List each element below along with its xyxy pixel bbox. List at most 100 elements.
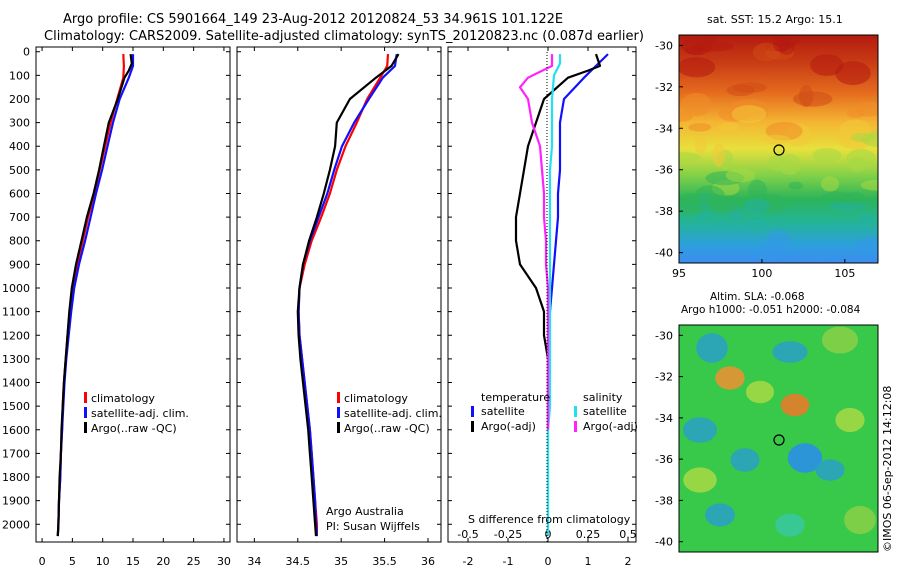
sst-lat-label: -38: [655, 205, 673, 218]
sst-lon-label: 105: [834, 267, 855, 280]
sst-map-title: sat. SST: 15.2 Argo: 15.1: [707, 13, 843, 26]
legend-swatch-satellite: [84, 407, 87, 418]
legend-label-argo: Argo(..raw -QC): [344, 422, 430, 435]
legend-swatch-sal-argo: [574, 421, 577, 432]
sla-heatmap: [679, 325, 878, 552]
sst-lon-label: 100: [751, 267, 772, 280]
legend-swatch-satellite: [337, 407, 340, 418]
sla-texture-blob: [730, 448, 760, 472]
sst-texture-blob: [835, 61, 871, 86]
sst-texture-blob: [810, 54, 844, 76]
sla-texture-blob: [696, 333, 728, 363]
top-x-tick-label: -0.25: [494, 528, 522, 541]
legend-swatch-temp-satellite: [471, 406, 474, 417]
legend-swatch-argo: [84, 422, 87, 433]
x-tick-label: 2: [625, 555, 632, 568]
x-tick-label: 34: [247, 555, 261, 568]
depth-tick-label: 100: [9, 69, 30, 82]
sst-texture-blob: [820, 176, 840, 192]
x-tick-label: 35.5: [372, 555, 397, 568]
depth-tick-label: 200: [9, 93, 30, 106]
map-axis-ticks: -30 -32 -34 -36 -38 -40 95 100 105 -30 -32 -34 -36 -3…: [655, 39, 855, 548]
top-x-tick-label: 0.5: [619, 528, 637, 541]
temperature-panel-frame: [35, 46, 231, 543]
header-title-line2: Climatology: CARS2009. Satellite-adjuste…: [44, 29, 644, 44]
sst-texture-blob: [860, 212, 875, 224]
sla-lat-label: -30: [655, 329, 673, 342]
depth-tick-label: 600: [9, 187, 30, 200]
x-tick-label: 25: [187, 555, 201, 568]
sla-texture-blob: [815, 459, 845, 481]
x-tick-label: 1: [585, 555, 592, 568]
sst-texture-blob: [799, 85, 814, 108]
legend-label-temp-satellite: satellite: [481, 405, 525, 418]
sst-heatmap-texture: [679, 35, 878, 262]
sst-texture-blob: [778, 39, 795, 55]
sst-heatmap: [679, 35, 878, 263]
depth-tick-label: 500: [9, 164, 30, 177]
sst-map-frame: [678, 34, 879, 264]
x-tick-label: 35: [334, 555, 348, 568]
sla-title-line1: Altim. SLA: -0.068: [710, 291, 805, 303]
series-line-argo-raw-qc-: [56, 53, 133, 537]
sst-lon-label: 95: [672, 267, 686, 280]
x-tick-label: 0: [545, 555, 552, 568]
sst-texture-blob: [822, 191, 851, 202]
sla-texture-blob: [745, 380, 775, 404]
x-tick-label: 0: [39, 555, 46, 568]
sla-heatmap-texture: [683, 326, 876, 537]
sla-title-line2: Argo h1000: -0.051 h2000: -0.084: [681, 304, 861, 316]
depth-tick-label: 1800: [2, 471, 30, 484]
sst-texture-blob: [746, 216, 769, 232]
sla-lat-label: -36: [655, 453, 673, 466]
sla-texture-blob: [705, 503, 735, 527]
legend-swatch-temp-argo: [471, 421, 474, 432]
series-line-salinity-argo-adj-: [518, 54, 554, 430]
sst-lat-label: -34: [655, 122, 673, 135]
depth-tick-label: 1000: [2, 282, 30, 295]
profile-lines-layer: [56, 53, 609, 537]
header-title-line1: Argo profile: CS 5901664_149 23-Aug-2012…: [63, 12, 563, 27]
legend-label-argo: Argo(..raw -QC): [91, 422, 177, 435]
sla-lat-label: -38: [655, 494, 673, 507]
legend-label-climatology: climatology: [344, 392, 408, 405]
series-line-climatology: [56, 54, 126, 537]
sst-texture-blob: [685, 46, 706, 55]
depth-tick-label: 0: [23, 46, 30, 59]
sla-argo-marker: [773, 434, 785, 446]
sst-texture-blob: [688, 123, 712, 132]
sst-texture-blob: [743, 198, 770, 214]
depth-tick-label: 1500: [2, 400, 30, 413]
annotation-argo-australia: Argo Australia: [326, 505, 404, 518]
legend-label-sal-argo: Argo(-adj): [583, 420, 638, 433]
legend-swatch-sal-satellite: [574, 406, 577, 417]
legend-label-temp-argo: Argo(-adj): [481, 420, 536, 433]
x-tick-label: 15: [126, 555, 140, 568]
sla-lat-label: -40: [655, 536, 673, 549]
sla-lat-label: -34: [655, 412, 673, 425]
annotation-pi-name: PI: Susan Wijffels: [326, 520, 420, 533]
sst-texture-blob: [788, 181, 804, 190]
sst-texture-blob: [718, 122, 740, 131]
depth-tick-label: 700: [9, 211, 30, 224]
sla-texture-blob: [835, 407, 865, 433]
sst-texture-blob: [846, 109, 866, 118]
depth-tick-label: 300: [9, 117, 30, 130]
salinity-legend: climatology satellite-adj. clim. Argo(..…: [326, 392, 442, 533]
sst-texture-blob: [761, 134, 791, 145]
sst-texture-blob: [712, 143, 726, 167]
legend-title-temperature: temperature: [481, 391, 550, 404]
sst-texture-blob: [681, 92, 712, 117]
sst-texture-blob: [694, 211, 714, 221]
depth-tick-label: 1900: [2, 495, 30, 508]
series-line-temperature-argo-adj-: [514, 53, 602, 430]
sst-texture-blob: [812, 148, 842, 163]
x-tick-label: 10: [96, 555, 110, 568]
depth-tick-label: 1600: [2, 424, 30, 437]
depth-tick-label: 2000: [2, 518, 30, 531]
depth-tick-label: 1100: [2, 306, 30, 319]
series-line-argo-raw-qc-: [296, 53, 400, 537]
depth-tick-label: 800: [9, 235, 30, 248]
depth-tick-label: 1700: [2, 447, 30, 460]
